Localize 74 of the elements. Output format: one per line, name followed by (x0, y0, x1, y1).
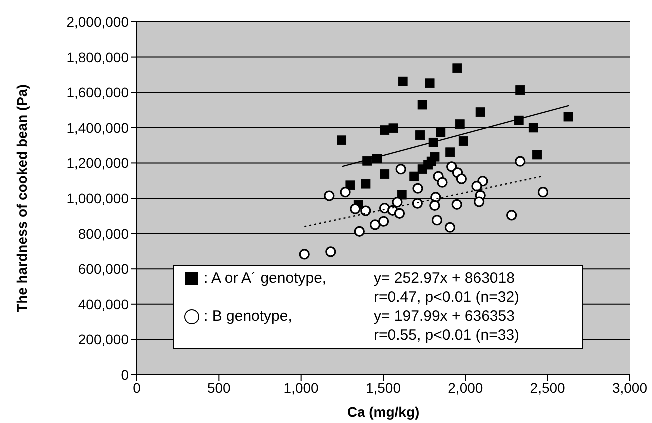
point (410, 172, 420, 182)
point (564, 112, 574, 122)
legend-label: : B genotype, (203, 307, 294, 326)
point (380, 170, 390, 180)
y-tick-label: 2,000,000 (66, 14, 130, 30)
point (436, 128, 446, 138)
point (412, 183, 424, 194)
y-tick-label: 800,000 (78, 226, 130, 242)
point (458, 136, 468, 146)
point (361, 179, 371, 189)
point (418, 164, 428, 174)
point (455, 120, 465, 130)
point (430, 200, 440, 212)
point (398, 76, 408, 86)
y-tick-label: 1,600,000 (66, 84, 130, 101)
x-tick-label: 500 (207, 380, 232, 396)
point (437, 177, 448, 188)
point (476, 108, 486, 118)
point (396, 164, 406, 175)
point (360, 206, 372, 216)
y-axis-title: The hardness of cooked bean (Pa) (14, 84, 30, 312)
point (337, 136, 347, 146)
point (380, 126, 390, 136)
point (425, 78, 435, 88)
y-tick-label: 600,000 (78, 261, 130, 278)
point (528, 123, 538, 133)
point (416, 130, 426, 140)
point (444, 222, 456, 233)
point (412, 198, 423, 209)
point (299, 249, 310, 260)
point (452, 64, 462, 74)
annotation: r=0.55, p<0.01 (n=33) (373, 326, 521, 345)
y-tick-label: 200,000 (78, 332, 130, 348)
point (397, 190, 407, 200)
point (474, 196, 485, 208)
point (378, 216, 390, 227)
y-tick-label: 1,400,000 (66, 120, 130, 136)
x-axis-title: Ca (mg/kg) (347, 404, 420, 420)
x-tick-label: 2,000 (448, 380, 484, 396)
point (388, 124, 398, 134)
point (472, 181, 482, 192)
y-tick-label: 400,000 (78, 296, 130, 312)
point (532, 150, 542, 160)
point (350, 204, 361, 214)
point (418, 100, 428, 110)
y-tick-label: 1,800,000 (66, 49, 130, 66)
x-tick-label: 3,000 (612, 380, 648, 396)
annotation: y= 197.99x + 636353 (374, 307, 515, 326)
point (324, 190, 335, 202)
annotation: r=0.47, p<0.01 (n=32) (373, 288, 521, 307)
legend-label: : A or A´ genotype, (203, 269, 328, 288)
x-tick-label: 1,000 (284, 380, 320, 396)
point (506, 210, 518, 221)
y-tick-label: 1,000,000 (66, 190, 130, 206)
x-tick-label: 1,500 (366, 380, 402, 396)
x-tick-label: 0 (133, 380, 142, 396)
point (452, 199, 462, 210)
point (456, 174, 468, 184)
y-tick-label: 0 (121, 366, 130, 383)
point (446, 162, 458, 172)
point (354, 226, 365, 237)
point (432, 215, 443, 226)
y-tick-label: 1,200,000 (66, 155, 130, 172)
point (538, 187, 549, 198)
point (370, 220, 381, 230)
point (446, 148, 456, 158)
point (394, 208, 406, 219)
point (392, 197, 403, 208)
point (340, 187, 351, 198)
x-tick-label: 2,500 (530, 380, 566, 396)
annotation: y= 252.97x + 863018 (374, 269, 515, 288)
point (326, 246, 336, 258)
point (515, 156, 526, 167)
point (516, 86, 526, 96)
